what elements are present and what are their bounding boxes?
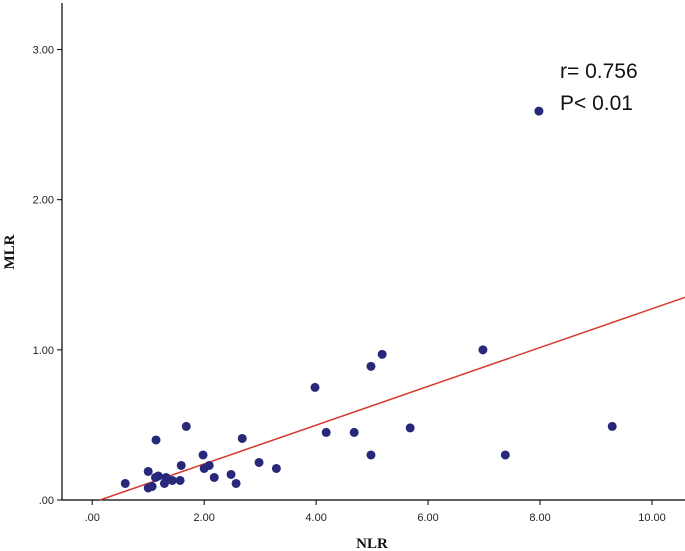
- point: [176, 460, 186, 470]
- annotation: P< 0.01: [560, 92, 633, 115]
- point: [405, 423, 415, 433]
- point: [167, 475, 177, 485]
- point: [310, 382, 320, 392]
- x-tick-label: 8.00: [529, 512, 550, 524]
- point: [237, 433, 247, 443]
- point: [271, 463, 281, 473]
- point: [500, 450, 510, 460]
- point: [209, 472, 219, 482]
- x-axis-title: NLR: [356, 536, 388, 551]
- point: [534, 106, 544, 116]
- point: [151, 435, 161, 445]
- x-tick-label: 4.00: [305, 512, 326, 524]
- point: [607, 421, 617, 431]
- point: [366, 450, 376, 460]
- x-tick-label: 10.00: [638, 512, 666, 524]
- x-tick-label: .00: [85, 512, 100, 524]
- annotation: r= 0.756: [560, 60, 638, 83]
- y-tick-label: 2.00: [33, 195, 54, 207]
- point: [175, 475, 185, 485]
- point: [321, 427, 331, 437]
- point: [231, 478, 241, 488]
- point: [204, 460, 214, 470]
- point: [153, 471, 163, 481]
- point: [181, 421, 191, 431]
- point: [366, 361, 376, 371]
- y-tick-label: .00: [39, 495, 54, 507]
- y-tick-label: 1.00: [33, 345, 54, 357]
- x-tick-label: 2.00: [193, 512, 214, 524]
- point: [143, 466, 153, 476]
- x-tick-label: 6.00: [417, 512, 438, 524]
- point: [226, 469, 236, 479]
- point: [377, 349, 387, 359]
- point: [147, 481, 157, 491]
- y-axis-title: MLR: [2, 234, 18, 269]
- fit-line: [99, 296, 685, 501]
- point: [120, 478, 130, 488]
- y-tick-label: 3.00: [33, 45, 54, 57]
- point: [349, 427, 359, 437]
- point: [478, 345, 488, 355]
- point: [198, 450, 208, 460]
- point: [254, 457, 264, 467]
